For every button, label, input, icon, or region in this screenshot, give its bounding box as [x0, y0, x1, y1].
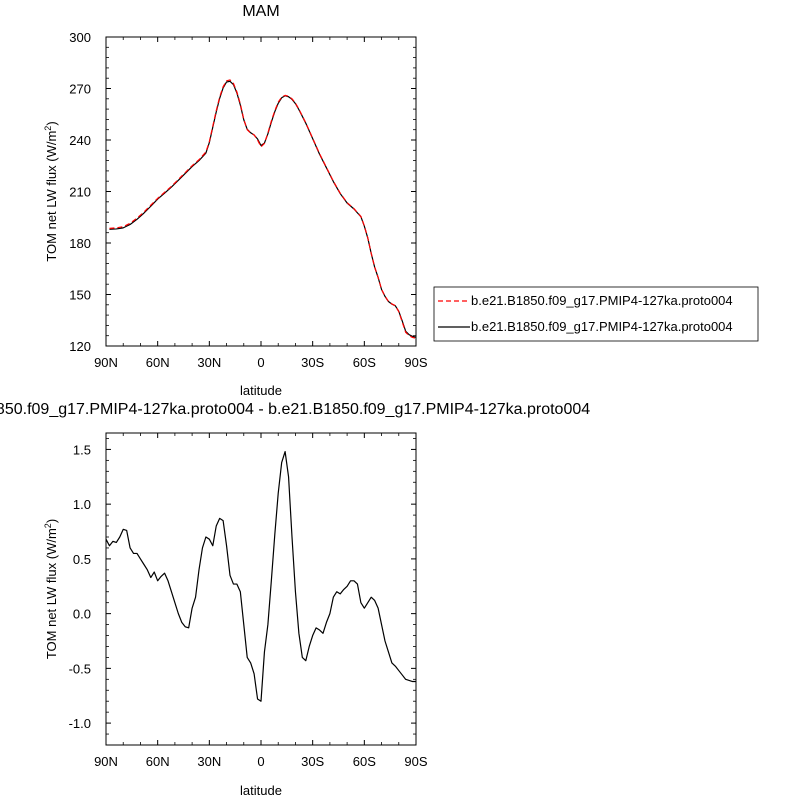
top-plot-area: [109, 79, 417, 339]
top-series-line-2: [109, 80, 417, 338]
top-plot-frame: [105, 36, 417, 347]
top-x-axis-label: latitude: [240, 383, 282, 398]
bottom-panel: b.e21.B1850.f09_g17.PMIP4-127ka.proto004…: [0, 401, 590, 798]
top-y-tick-label: 210: [69, 185, 91, 200]
bottom-x-tick-label: 90N: [94, 754, 118, 769]
bottom-x-tick-label: 30S: [301, 754, 324, 769]
bottom-x-tick-label: 0: [257, 754, 264, 769]
top-x-tick-label: 60S: [353, 355, 376, 370]
legend-frame: [433, 286, 759, 342]
top-x-tick-label: 30S: [301, 355, 324, 370]
top-y-tick-label: 300: [69, 30, 91, 45]
bottom-x-tick-label: 30N: [197, 754, 221, 769]
top-series-line-1: [109, 79, 417, 339]
bottom-plot-area: [105, 451, 416, 702]
top-y-axis-label-main: TOM net LW flux (W/m: [44, 131, 59, 262]
bottom-y-axis-label-end: ): [44, 519, 59, 523]
top-y-axis: 120 150 180 210 240 270 300: [69, 30, 416, 354]
top-x-tick-label: 90S: [404, 355, 427, 370]
top-x-axis: 90N 60N 30N 0 30S 60S 90S: [94, 37, 428, 370]
legend: b.e21.B1850.f09_g17.PMIP4-127ka.proto004…: [433, 286, 759, 342]
bottom-y-axis-label: TOM net LW flux (W/m2): [43, 519, 59, 659]
top-panel: MAM 90N 60N 30N 0 30S 60S 90S 120 150 180 210 240 2…: [43, 3, 759, 398]
bottom-y-axis-label-main: TOM net LW flux (W/m: [44, 528, 59, 659]
bottom-x-axis: 90N 60N 30N 0 30S 60S 90S: [94, 433, 428, 769]
legend-label-series-1: b.e21.B1850.f09_g17.PMIP4-127ka.proto004: [471, 293, 733, 308]
legend-label-series-2: b.e21.B1850.f09_g17.PMIP4-127ka.proto004: [471, 319, 733, 334]
bottom-y-tick-label: 0.0: [73, 607, 91, 622]
top-x-tick-label: 60N: [146, 355, 170, 370]
bottom-y-tick-label: -1.0: [69, 716, 91, 731]
top-y-tick-label: 120: [69, 339, 91, 354]
bottom-x-tick-label: 90S: [404, 754, 427, 769]
bottom-chart-title: b.e21.B1850.f09_g17.PMIP4-127ka.proto004…: [0, 401, 590, 418]
top-y-tick-label: 150: [69, 288, 91, 303]
top-y-tick-label: 240: [69, 133, 91, 148]
top-y-axis-label-sup: 2: [43, 126, 53, 131]
top-y-tick-label: 270: [69, 82, 91, 97]
top-x-tick-label: 90N: [94, 355, 118, 370]
top-x-tick-label: 0: [257, 355, 264, 370]
bottom-series-line-1: [105, 451, 416, 702]
top-chart-title: MAM: [242, 3, 279, 20]
bottom-y-tick-label: -0.5: [69, 661, 91, 676]
top-x-tick-label: 30N: [197, 355, 221, 370]
bottom-y-tick-label: 0.5: [73, 552, 91, 567]
bottom-y-tick-label: 1.5: [73, 442, 91, 457]
top-y-axis-label-end: ): [44, 121, 59, 125]
bottom-y-axis: -1.0 -0.5 0.0 0.5 1.0 1.5: [69, 438, 416, 746]
bottom-x-tick-label: 60N: [146, 754, 170, 769]
bottom-x-tick-label: 60S: [353, 754, 376, 769]
bottom-y-axis-label-sup: 2: [43, 523, 53, 528]
top-y-axis-label: TOM net LW flux (W/m2): [43, 121, 59, 261]
top-y-tick-label: 180: [69, 236, 91, 251]
bottom-y-tick-label: 1.0: [73, 497, 91, 512]
bottom-x-axis-label: latitude: [240, 783, 282, 798]
